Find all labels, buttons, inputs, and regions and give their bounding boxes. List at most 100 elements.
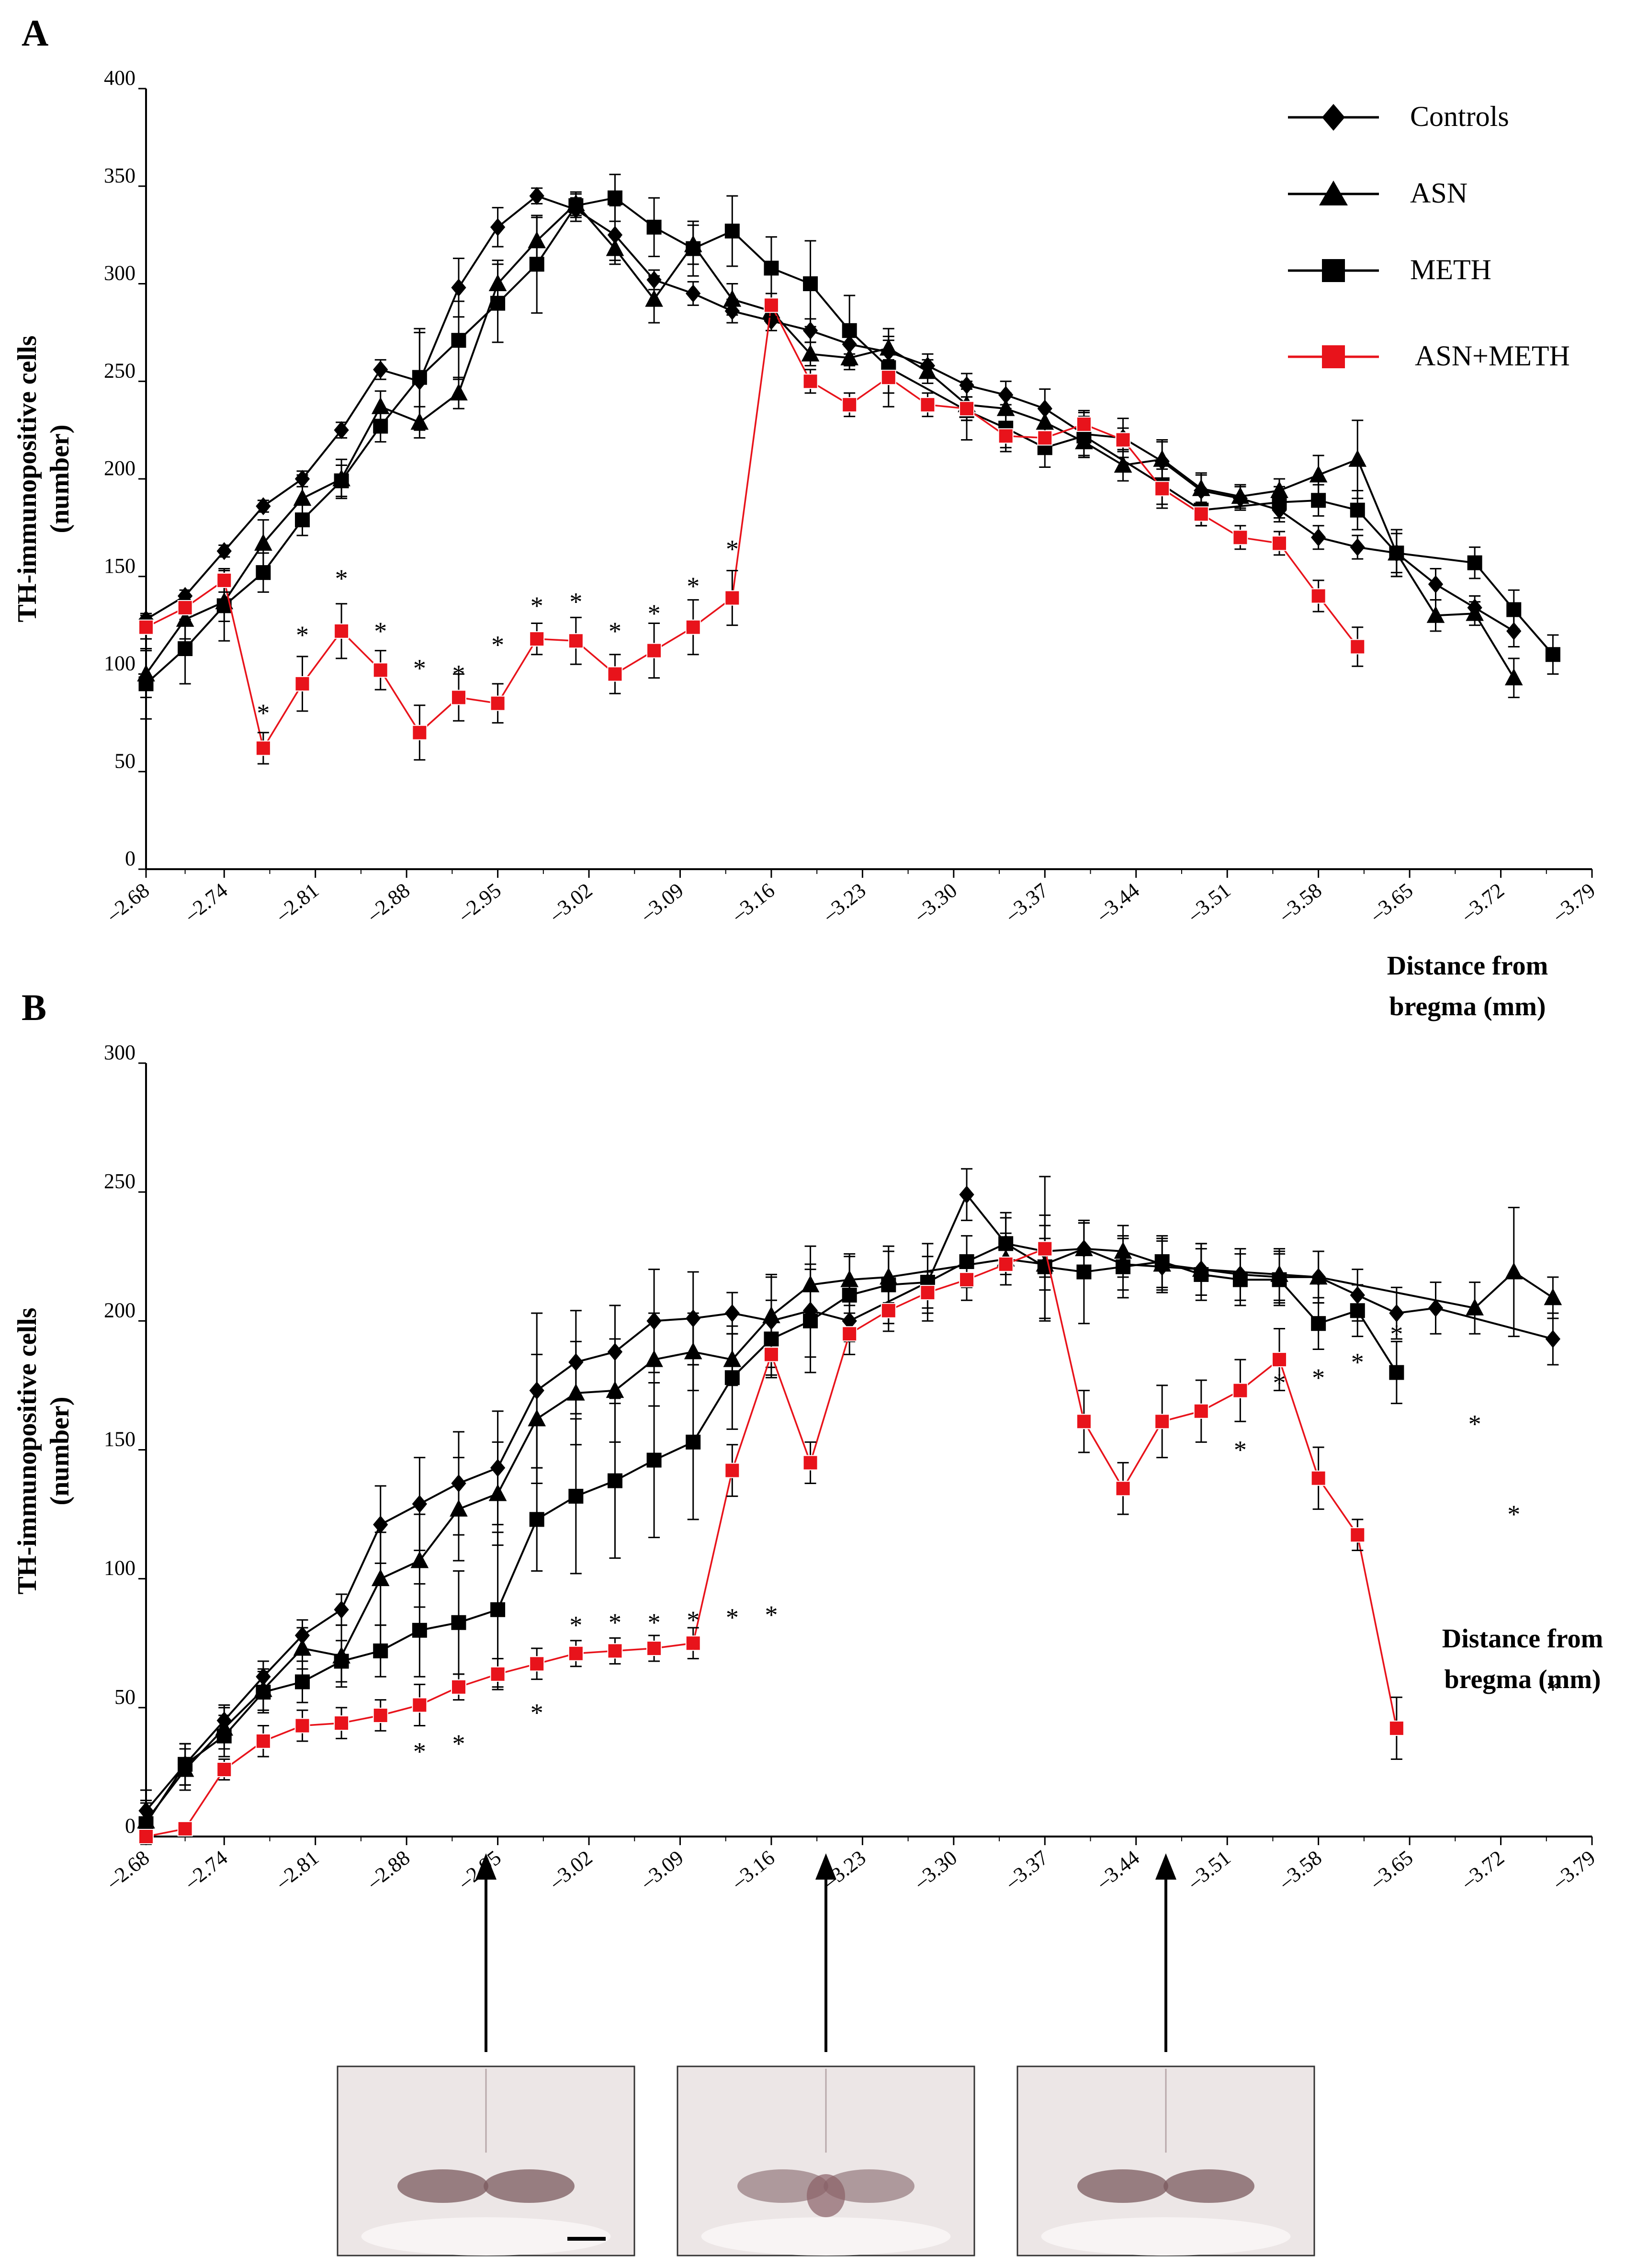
data-point [1272,535,1287,551]
data-point [568,1645,584,1661]
legend-label: Controls [1410,101,1509,132]
data-point [724,223,740,238]
data-point [216,1728,232,1744]
arrow-head-icon [1155,1853,1176,1880]
data-point [490,1666,506,1682]
data-point [1389,545,1404,561]
data-point [490,695,506,711]
data-point [1506,602,1522,617]
significance-star: * [335,564,348,593]
data-point [959,1272,975,1288]
data-point [412,1622,427,1638]
y-axis-label: TH-immunopositive cells [12,1308,42,1595]
series-line [145,194,1514,632]
significance-star: * [531,591,543,620]
data-point [607,666,623,682]
legend-marker [1319,181,1348,205]
significance-star: * [452,1729,465,1758]
data-point [1154,1414,1170,1429]
data-point [1076,1414,1092,1429]
y-tick-label: 50 [114,749,135,772]
thumbnail-section-rostral [337,1853,635,2257]
data-point [1115,432,1131,448]
y-axis-label-units: (number) [45,1396,75,1505]
significance-star: * [569,588,582,616]
data-point [842,1326,858,1342]
data-point [451,1679,466,1695]
data-point [685,1635,701,1651]
data-point [1426,606,1445,623]
significance-star: * [1312,1363,1325,1392]
data-point [1350,538,1365,556]
y-tick-label: 300 [104,1041,135,1064]
data-point [294,1718,310,1734]
y-tick-label: 50 [114,1685,135,1709]
y-tick-label: 100 [104,652,135,675]
y-tick-label: 100 [104,1556,135,1580]
legend-label: ASN+METH [1415,340,1570,372]
significance-star: * [687,1606,700,1634]
data-point [1272,1272,1287,1287]
data-point [803,1313,818,1328]
data-point [1350,639,1366,655]
significance-star: * [1507,1500,1520,1529]
data-point [1076,416,1092,432]
significance-star: * [726,535,739,564]
legend-marker [1322,345,1345,368]
substantia-nigra-left [737,2169,828,2203]
data-point [138,1816,154,1831]
data-point [410,1551,429,1568]
significance-star: * [491,630,504,659]
data-point [529,631,545,647]
data-point [1311,1316,1326,1331]
data-point [373,1707,388,1723]
significance-star: * [1234,1436,1247,1464]
histology-thumbnails [337,1853,1315,2257]
data-point [373,1643,388,1658]
data-point [1348,450,1367,467]
data-point [294,512,310,528]
data-point [724,1304,740,1322]
data-point [177,600,193,615]
data-point [1467,555,1482,570]
y-tick-label: 350 [104,164,135,187]
data-point [334,473,349,488]
data-point [959,401,975,417]
data-point [607,1473,622,1488]
data-point [998,428,1014,444]
data-point [1389,1365,1404,1380]
data-point [1506,622,1522,640]
data-point [1116,1259,1131,1274]
data-point [1545,1330,1561,1348]
data-point [216,572,232,588]
data-point [334,1715,350,1731]
data-point [1076,1264,1092,1280]
data-point [881,370,896,386]
data-point [334,1654,349,1669]
data-point [528,1409,546,1427]
significance-star: * [1390,1319,1403,1348]
x-axis-label: Distance from [1387,951,1548,981]
data-point [998,1256,1014,1272]
data-point [1309,1267,1328,1285]
legend-label: ASN [1410,177,1468,209]
data-point [646,219,662,235]
substantia-nigra-right [484,2169,575,2203]
data-point [686,241,701,256]
data-point [1231,487,1250,504]
data-point [685,619,701,635]
y-axis-label: TH-immunopositive cells [12,336,42,623]
data-point [724,1463,740,1478]
data-point [1232,530,1248,545]
series-asn-meth [138,1176,1404,1844]
significance-star: * [726,1603,739,1632]
data-point [334,623,350,639]
data-point [373,662,388,678]
data-point [529,187,544,205]
y-tick-label: 0 [125,847,135,870]
data-point [1194,1267,1209,1282]
data-point [1232,1272,1248,1287]
significance-star: * [1468,1410,1481,1439]
data-point [645,290,663,307]
data-point [801,344,820,362]
